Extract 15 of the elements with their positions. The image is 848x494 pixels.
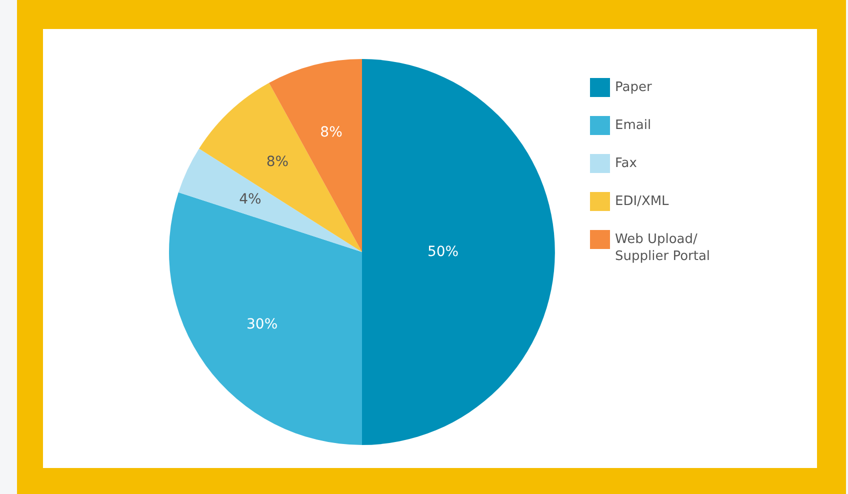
- legend-label: Paper: [615, 79, 652, 96]
- pie-slice: [178, 148, 362, 252]
- pie-slice: [362, 59, 555, 445]
- data-label: 8%: [266, 154, 289, 170]
- legend-label: Web Upload/ Supplier Portal: [615, 231, 712, 265]
- legend-label: Fax: [615, 155, 637, 172]
- pie-slice: [269, 59, 362, 252]
- pie-slice: [169, 192, 362, 445]
- legend-label: Email: [615, 117, 652, 134]
- data-label: 8%: [320, 124, 342, 140]
- pie-slice: [199, 82, 362, 252]
- data-label: 4%: [239, 191, 262, 208]
- legend-label: EDI/XML: [615, 193, 669, 210]
- data-label: 30%: [246, 316, 278, 333]
- data-label: 50%: [427, 244, 459, 260]
